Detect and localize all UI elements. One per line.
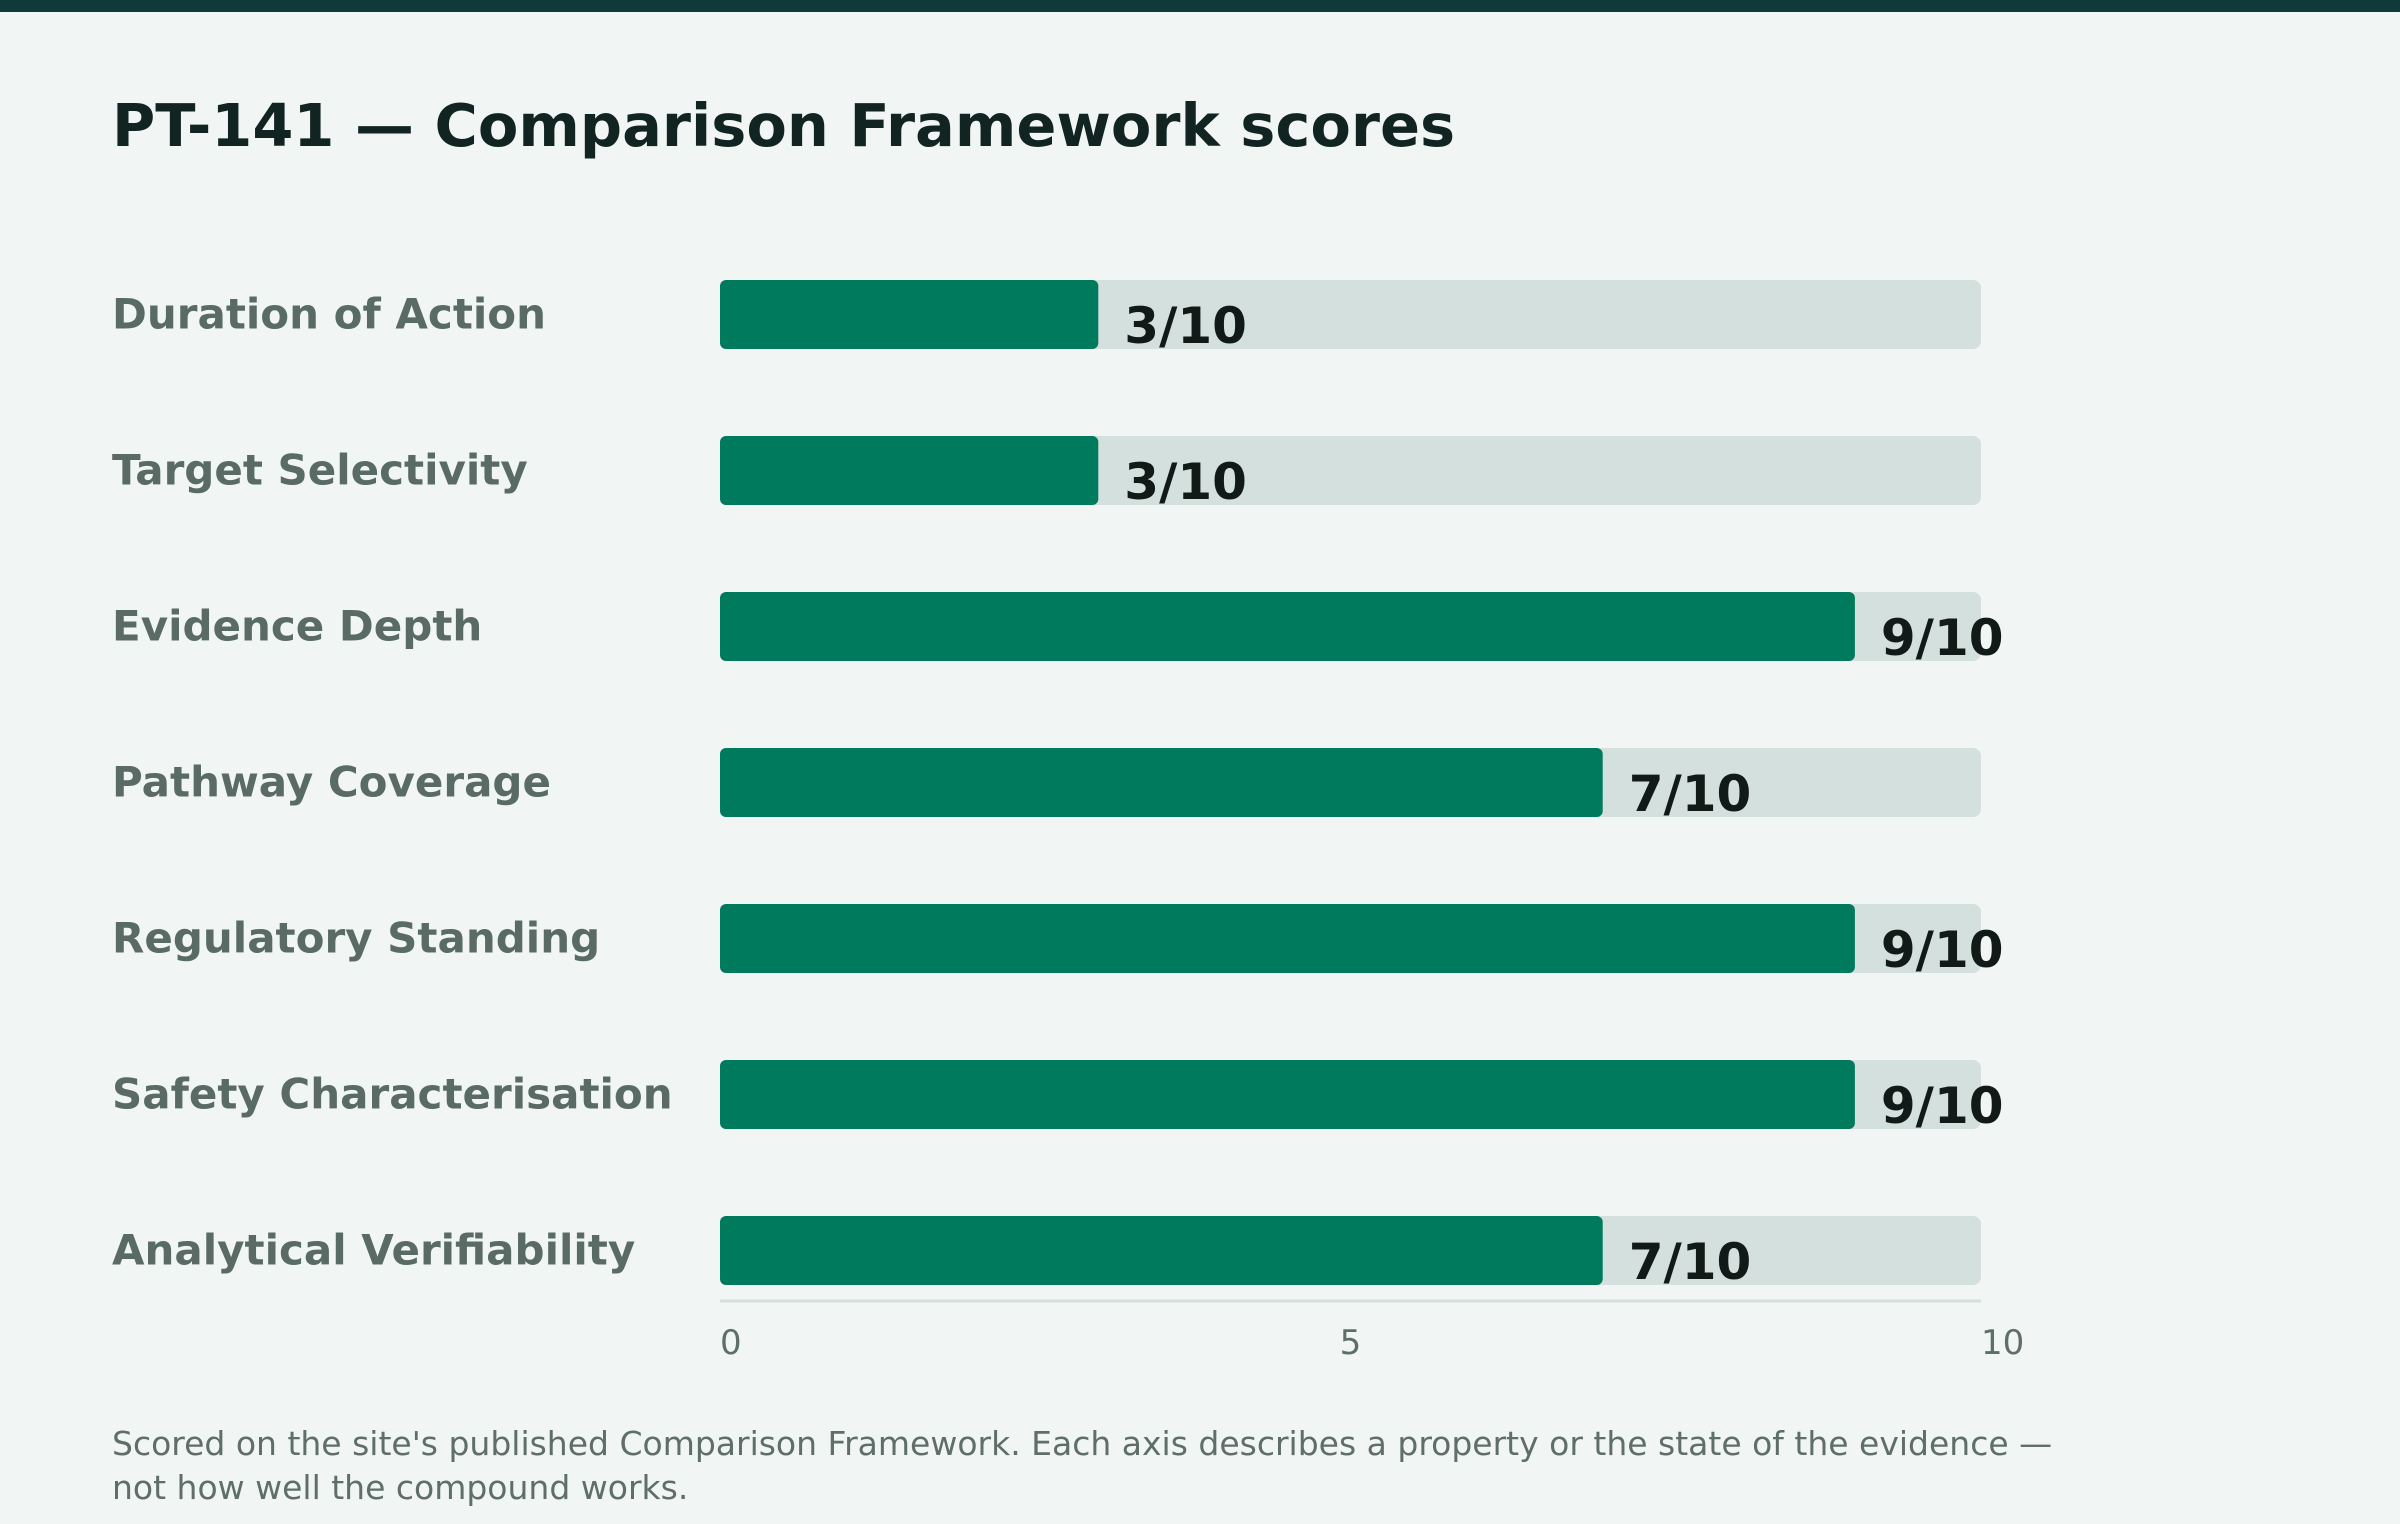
data-label: 7/10 — [1629, 765, 1752, 823]
bar — [720, 592, 1855, 661]
bar — [720, 1216, 1603, 1285]
bar — [720, 280, 1099, 349]
chart-title: PT-141 — Comparison Framework scores — [112, 91, 1456, 160]
category-label: Regulatory Standing — [112, 914, 600, 963]
bar — [720, 436, 1099, 505]
category-label: Target Selectivity — [112, 446, 528, 495]
data-label: 9/10 — [1881, 1077, 2004, 1135]
category-label: Duration of Action — [112, 290, 546, 339]
x-tick-label: 5 — [1340, 1323, 1362, 1363]
x-tick-label: 0 — [720, 1323, 742, 1363]
bar — [720, 748, 1603, 817]
category-label: Safety Characterisation — [112, 1070, 673, 1119]
category-label: Pathway Coverage — [112, 758, 551, 807]
chart-footnote: Scored on the site's published Compariso… — [112, 1424, 2053, 1507]
x-tick-label: 10 — [1981, 1323, 2024, 1363]
top-accent-bar — [0, 0, 2400, 12]
data-label: 7/10 — [1629, 1233, 1752, 1291]
data-label: 3/10 — [1124, 453, 1247, 511]
data-label: 3/10 — [1124, 297, 1247, 355]
bar — [720, 904, 1855, 973]
category-label: Evidence Depth — [112, 602, 482, 651]
data-label: 9/10 — [1881, 609, 2004, 667]
bar — [720, 1060, 1855, 1129]
category-label: Analytical Verifiability — [112, 1226, 635, 1275]
bar-chart: Duration of Action 3/10 Target Selectivity… — [112, 280, 2024, 1363]
data-label: 9/10 — [1881, 921, 2004, 979]
